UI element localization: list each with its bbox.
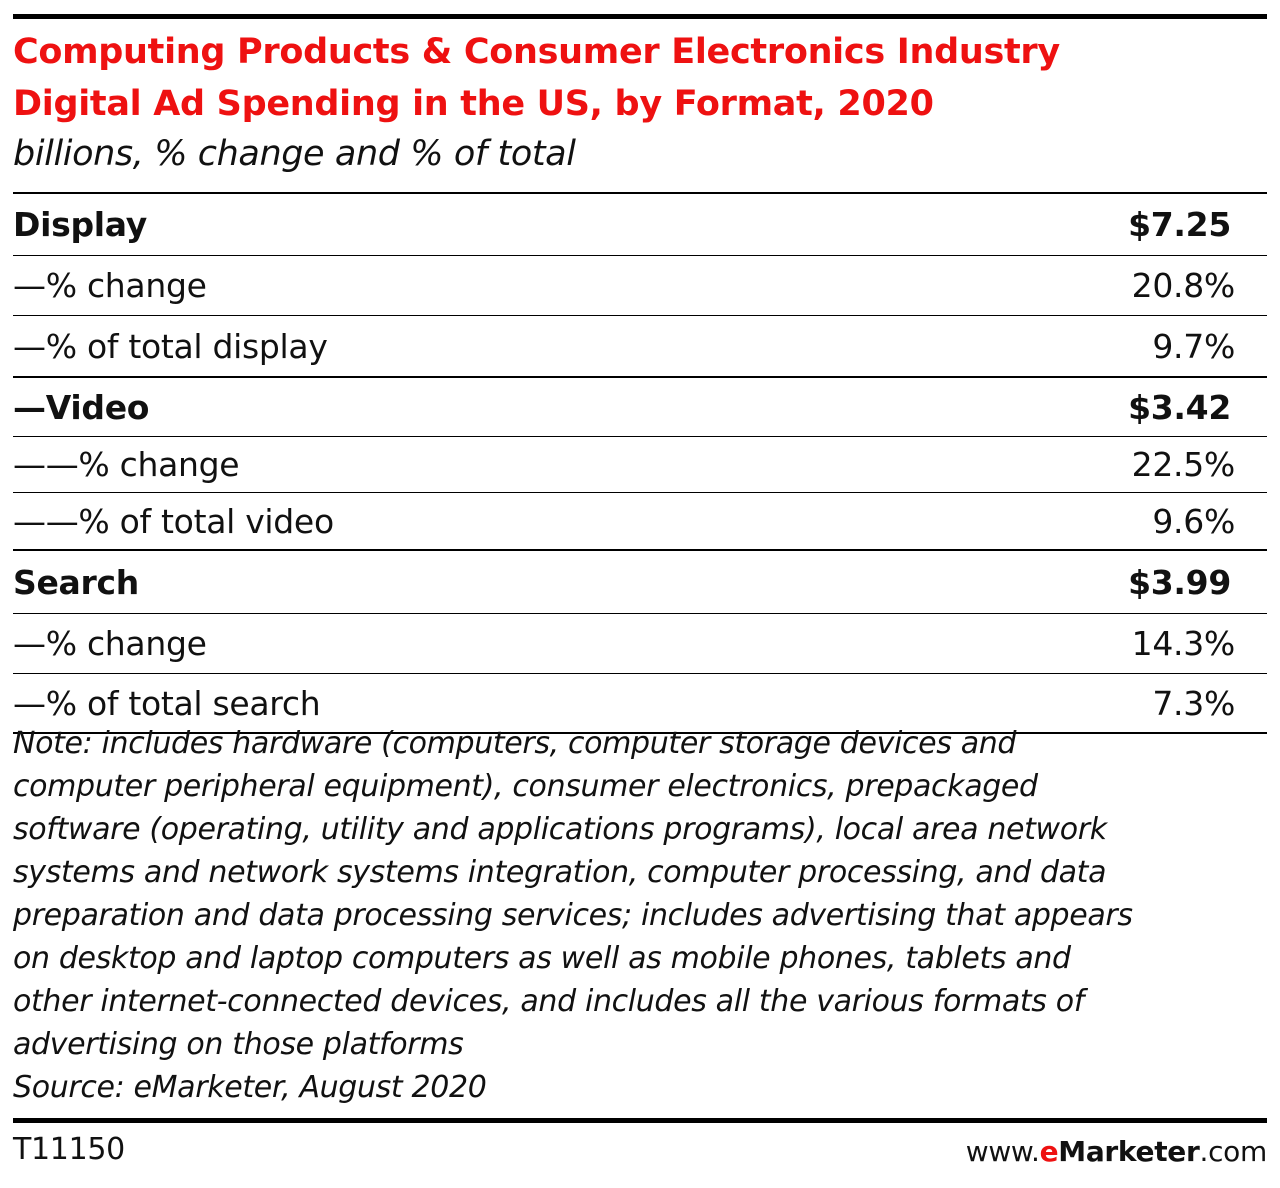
table-row: —% change 20.8% [13,256,1267,316]
row-label: ——% of total video [13,501,334,541]
row-value: $3.99 [1128,562,1231,602]
chart-title: Computing Products & Consumer Electronic… [13,26,1267,130]
table-id: T11150 [13,1132,125,1167]
row-value: 7.3% [1152,683,1235,723]
row-label: ——% change [13,445,240,484]
brand-url[interactable]: www.eMarketer.com [965,1132,1268,1172]
note-line: systems and network systems integration,… [13,855,1107,890]
row-label: —% change [13,266,207,305]
brand-name: Marketer [1058,1135,1200,1168]
note-line: other internet-connected devices, and in… [13,984,1084,1019]
row-label: —Video [13,387,150,427]
title-line-1: Computing Products & Consumer Electronic… [13,32,1060,72]
data-table: Display $7.25 —% change 20.8% —% of total di… [13,192,1267,734]
row-label: —% of total search [13,683,321,723]
row-value: 9.7% [1152,326,1235,366]
note-line: Note: includes hardware (computers, comp… [13,726,1017,761]
row-value: 9.6% [1152,501,1235,541]
brand-e: e [1039,1135,1059,1168]
bottom-rule [13,1118,1267,1123]
brand-suffix: .com [1199,1135,1267,1168]
row-label: —% of total display [13,326,328,366]
row-value: 22.5% [1131,445,1236,484]
table-row: ——% of total video 9.6% [13,493,1267,551]
row-value: 20.8% [1131,266,1236,305]
chart-subtitle: billions, % change and % of total [13,134,576,174]
table-row: —% change 14.3% [13,614,1267,674]
row-label: —% change [13,624,207,663]
source-line: Source: eMarketer, August 2020 [13,1070,487,1105]
note-line: preparation and data processing services… [13,898,1133,933]
brand-prefix: www. [965,1135,1040,1168]
title-line-2: Digital Ad Spending in the US, by Format… [13,84,934,124]
table-row: —% of total search 7.3% [13,674,1267,734]
note-line: computer peripheral equipment), consumer… [13,769,1038,804]
table-row: —% of total display 9.7% [13,316,1267,378]
table-row: Search $3.99 [13,551,1267,614]
row-value: $3.42 [1128,387,1231,427]
note-line: on desktop and laptop computers as well … [13,941,1071,976]
table-row: ——% change 22.5% [13,437,1267,493]
top-rule [13,14,1267,19]
row-value: $7.25 [1128,205,1231,244]
table-row: Display $7.25 [13,194,1267,256]
row-label: Search [13,562,139,602]
table-row: —Video $3.42 [13,378,1267,437]
row-value: 14.3% [1131,624,1236,663]
row-label: Display [13,205,147,244]
note-line: advertising on those platforms [13,1027,464,1062]
note-line: software (operating, utility and applica… [13,812,1107,847]
note-block: Note: includes hardware (computers, comp… [13,722,1267,1109]
